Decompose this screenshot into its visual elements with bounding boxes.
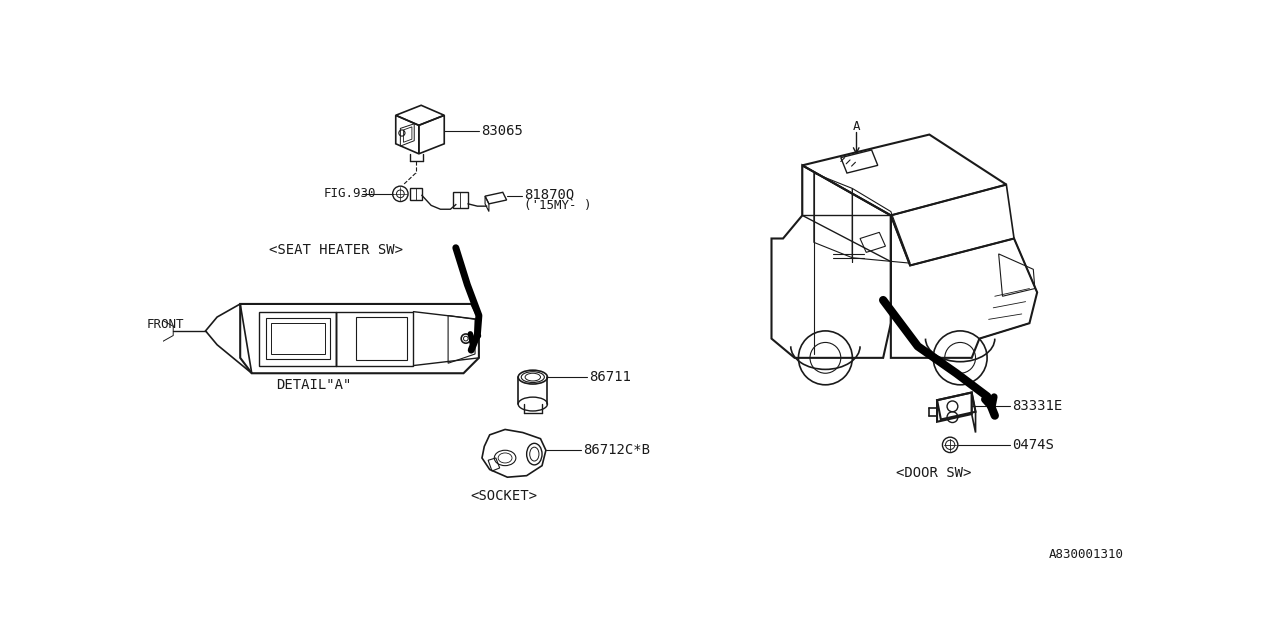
Text: <DOOR SW>: <DOOR SW> — [896, 467, 972, 481]
Text: A830001310: A830001310 — [1048, 548, 1124, 561]
Text: FIG.930: FIG.930 — [324, 188, 376, 200]
Text: 86712C*B: 86712C*B — [582, 444, 650, 457]
Text: DETAIL"A": DETAIL"A" — [275, 378, 351, 392]
Text: 86711: 86711 — [589, 370, 631, 384]
Text: 0474S: 0474S — [1012, 438, 1055, 452]
Text: 83331E: 83331E — [1012, 399, 1062, 413]
Text: <SEAT HEATER SW>: <SEAT HEATER SW> — [270, 243, 403, 257]
Text: ('15MY- ): ('15MY- ) — [525, 199, 591, 212]
Text: 81870Q: 81870Q — [525, 188, 575, 202]
Text: FRONT: FRONT — [147, 318, 184, 332]
Text: 83065: 83065 — [481, 124, 524, 138]
Text: A: A — [852, 120, 860, 133]
Text: <SOCKET>: <SOCKET> — [470, 490, 538, 504]
